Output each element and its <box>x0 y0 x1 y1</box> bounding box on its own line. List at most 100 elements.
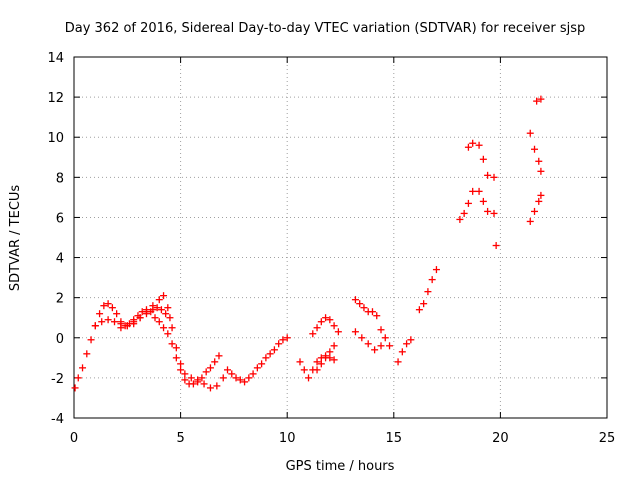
data-point <box>326 348 334 356</box>
data-point <box>479 155 487 163</box>
data-point <box>219 374 227 382</box>
data-point <box>91 322 99 330</box>
data-point <box>172 354 180 362</box>
data-point <box>206 384 214 392</box>
data-point <box>160 292 168 300</box>
data-point <box>464 143 472 151</box>
data-point <box>484 171 492 179</box>
data-point <box>490 209 498 217</box>
data-point <box>330 322 338 330</box>
data-point <box>381 334 389 342</box>
data-point <box>490 173 498 181</box>
x-tick-label: 0 <box>70 431 78 446</box>
data-point <box>300 366 308 374</box>
data-point <box>111 318 119 326</box>
plot-frame <box>73 56 608 419</box>
data-point <box>460 209 468 217</box>
data-point <box>432 266 440 274</box>
data-point <box>526 129 534 137</box>
data-point <box>537 167 545 175</box>
data-point <box>168 324 176 332</box>
data-point <box>155 318 163 326</box>
y-tick-label: -4 <box>51 412 64 427</box>
data-point <box>358 334 366 342</box>
data-point <box>198 374 206 382</box>
data-point <box>215 352 223 360</box>
y-tick-label: 2 <box>56 292 64 307</box>
data-point <box>313 324 321 332</box>
data-point <box>258 360 266 368</box>
data-point <box>71 384 79 392</box>
y-axis-label: SDTVAR / TECUs <box>8 185 23 292</box>
data-point <box>351 296 359 304</box>
data-point <box>537 95 545 103</box>
data-point <box>420 300 428 308</box>
data-point <box>104 300 112 308</box>
data-point <box>181 370 189 378</box>
data-point <box>187 374 195 382</box>
data-point <box>360 304 368 312</box>
data-point <box>113 310 121 318</box>
y-tick-label: 8 <box>56 171 64 186</box>
data-point <box>492 242 500 250</box>
data-point <box>96 310 104 318</box>
data-point <box>164 304 172 312</box>
data-point <box>136 314 144 322</box>
data-point <box>202 368 210 376</box>
data-point <box>305 374 313 382</box>
data-point <box>428 276 436 284</box>
data-point <box>394 358 402 366</box>
y-tick-label: 0 <box>56 332 64 347</box>
data-point <box>241 378 249 386</box>
data-point <box>330 342 338 350</box>
data-point <box>253 364 261 372</box>
data-point <box>330 356 338 364</box>
data-point <box>157 306 165 314</box>
data-point <box>108 304 116 312</box>
y-tick-label: 10 <box>47 131 64 146</box>
grid <box>74 57 607 418</box>
data-point <box>266 350 274 358</box>
x-tick-label: 20 <box>492 431 509 446</box>
data-point <box>351 328 359 336</box>
data-point <box>153 304 161 312</box>
y-tick-label: 6 <box>56 211 64 226</box>
data-point <box>104 316 112 324</box>
data-point <box>322 354 330 362</box>
data-point <box>189 380 197 388</box>
data-point <box>407 336 415 344</box>
chart-title: Day 362 of 2016, Sidereal Day-to-day VTE… <box>65 21 586 36</box>
data-point <box>456 215 464 223</box>
data-point <box>270 346 278 354</box>
data-point <box>262 354 270 362</box>
data-point <box>162 310 170 318</box>
data-point <box>469 139 477 147</box>
data-point <box>98 318 106 326</box>
data-point <box>424 288 432 296</box>
data-point <box>313 366 321 374</box>
y-tick-label: 12 <box>47 91 64 106</box>
data-point <box>211 358 219 366</box>
data-point <box>533 97 541 105</box>
data-point <box>87 336 95 344</box>
data-point <box>164 330 172 338</box>
data-point <box>142 310 150 318</box>
data-point <box>377 342 385 350</box>
data-point <box>475 141 483 149</box>
data-point <box>181 376 189 384</box>
data-point <box>398 348 406 356</box>
data-point <box>531 207 539 215</box>
data-points <box>71 95 545 392</box>
data-point <box>469 187 477 195</box>
data-point <box>403 340 411 348</box>
data-point <box>236 376 244 384</box>
data-point <box>177 366 185 374</box>
data-point <box>224 366 232 374</box>
data-point <box>464 199 472 207</box>
x-tick-label: 10 <box>279 431 296 446</box>
y-tick-label: 14 <box>47 51 64 66</box>
data-point <box>79 364 87 372</box>
data-point <box>149 306 157 314</box>
data-point <box>479 197 487 205</box>
y-tick-label: -2 <box>51 372 64 387</box>
